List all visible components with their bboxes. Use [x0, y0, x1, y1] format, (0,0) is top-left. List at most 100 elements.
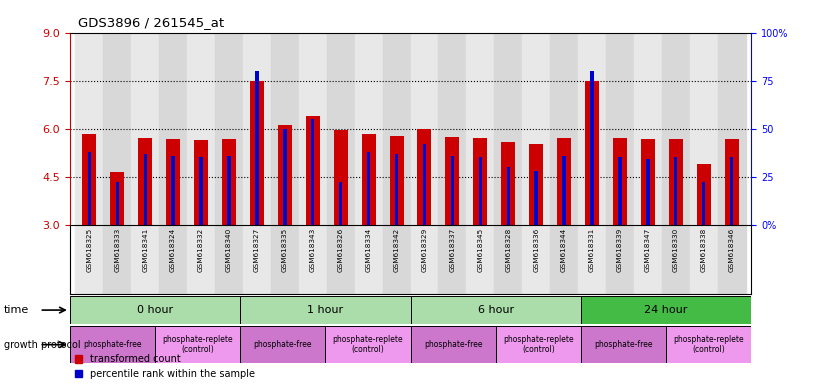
Bar: [222, 139, 236, 225]
Text: GSM618340: GSM618340: [226, 228, 232, 272]
Bar: [155, 326, 241, 363]
Bar: [299, 33, 327, 225]
Bar: [581, 326, 666, 363]
Bar: [697, 164, 711, 225]
Bar: [70, 326, 155, 363]
Bar: [82, 134, 96, 225]
Bar: [606, 33, 634, 225]
Text: 24 hour: 24 hour: [644, 305, 688, 315]
Bar: [194, 141, 208, 225]
Text: GDS3896 / 261545_at: GDS3896 / 261545_at: [78, 16, 224, 29]
Bar: [669, 139, 683, 225]
Text: 0 hour: 0 hour: [137, 305, 173, 315]
Bar: [690, 33, 718, 225]
Bar: [144, 154, 147, 225]
Bar: [70, 296, 241, 324]
Bar: [702, 182, 705, 225]
Bar: [613, 137, 627, 225]
Bar: [690, 225, 718, 294]
Text: GSM618344: GSM618344: [561, 228, 567, 272]
Bar: [131, 33, 159, 225]
Bar: [494, 225, 522, 294]
Text: 6 hour: 6 hour: [478, 305, 514, 315]
Text: GSM618347: GSM618347: [644, 228, 651, 272]
Bar: [550, 225, 578, 294]
Text: phosphate-replete
(control): phosphate-replete (control): [503, 335, 574, 354]
Text: phosphate-free: phosphate-free: [254, 340, 312, 349]
Bar: [255, 71, 259, 225]
Text: GSM618329: GSM618329: [421, 228, 428, 272]
Text: GSM618345: GSM618345: [477, 228, 484, 272]
Bar: [361, 134, 375, 225]
Bar: [730, 157, 733, 225]
Text: GSM618341: GSM618341: [142, 228, 148, 272]
Bar: [327, 225, 355, 294]
Text: time: time: [4, 305, 30, 315]
Bar: [662, 33, 690, 225]
Bar: [227, 156, 231, 225]
Bar: [641, 139, 655, 225]
Text: phosphate-replete
(control): phosphate-replete (control): [673, 335, 744, 354]
Bar: [250, 81, 264, 225]
Bar: [187, 33, 215, 225]
Bar: [131, 225, 159, 294]
Bar: [606, 225, 634, 294]
Bar: [333, 130, 347, 225]
Bar: [311, 119, 314, 225]
Bar: [666, 326, 751, 363]
Bar: [585, 81, 599, 225]
Bar: [718, 225, 745, 294]
Legend: transformed count, percentile rank within the sample: transformed count, percentile rank withi…: [75, 354, 255, 379]
Bar: [166, 139, 180, 225]
Bar: [172, 156, 175, 225]
Text: GSM618327: GSM618327: [254, 228, 260, 272]
Text: GSM618328: GSM618328: [505, 228, 511, 272]
Bar: [634, 33, 662, 225]
Bar: [138, 137, 152, 225]
Bar: [522, 225, 550, 294]
Bar: [277, 125, 291, 225]
Bar: [581, 296, 751, 324]
Bar: [496, 326, 581, 363]
Bar: [215, 225, 243, 294]
Bar: [578, 225, 606, 294]
Text: GSM618342: GSM618342: [393, 228, 400, 272]
Bar: [339, 182, 342, 225]
Text: GSM618346: GSM618346: [729, 228, 735, 272]
Bar: [634, 225, 662, 294]
Text: growth protocol: growth protocol: [4, 339, 80, 350]
Text: phosphate-free: phosphate-free: [594, 340, 653, 349]
Bar: [534, 171, 538, 225]
Text: GSM618332: GSM618332: [198, 228, 204, 272]
Text: GSM618334: GSM618334: [365, 228, 372, 272]
Text: GSM618326: GSM618326: [337, 228, 344, 272]
Bar: [646, 159, 649, 225]
Text: GSM618333: GSM618333: [114, 228, 120, 272]
Bar: [418, 129, 432, 225]
Text: GSM618343: GSM618343: [310, 228, 316, 272]
Bar: [410, 33, 438, 225]
Bar: [367, 152, 370, 225]
Bar: [110, 172, 124, 225]
Bar: [241, 326, 325, 363]
Bar: [76, 225, 103, 294]
Bar: [383, 225, 410, 294]
Bar: [725, 139, 739, 225]
Bar: [423, 144, 426, 225]
Bar: [215, 33, 243, 225]
Bar: [305, 116, 319, 225]
Text: GSM618325: GSM618325: [86, 228, 92, 272]
Bar: [159, 33, 187, 225]
Bar: [103, 225, 131, 294]
Bar: [327, 33, 355, 225]
Bar: [718, 33, 745, 225]
Bar: [479, 157, 482, 225]
Bar: [410, 225, 438, 294]
Text: GSM618336: GSM618336: [533, 228, 539, 272]
Bar: [438, 33, 466, 225]
Text: 1 hour: 1 hour: [307, 305, 343, 315]
Bar: [451, 156, 454, 225]
Bar: [446, 137, 460, 225]
Bar: [88, 152, 91, 225]
Bar: [662, 225, 690, 294]
